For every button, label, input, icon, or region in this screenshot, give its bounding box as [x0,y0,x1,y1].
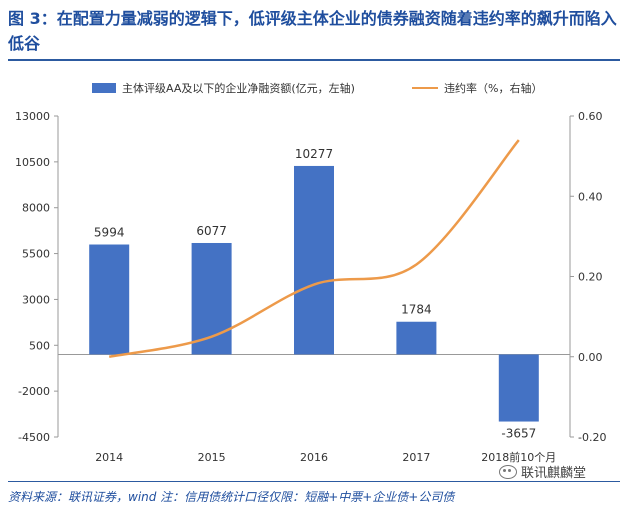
left-axis-tick-label: 13000 [15,110,50,123]
legend-bar-swatch [92,83,116,93]
left-axis-tick-label: -4500 [18,431,50,444]
chart-legend: 主体评级AA及以下的企业净融资额(亿元，左轴) 违约率（%，右轴） [0,80,633,96]
left-axis-tick-label: 500 [29,339,50,352]
bar-data-label: 1784 [401,303,432,317]
left-axis-tick-label: 3000 [22,293,50,306]
bar-data-label: -3657 [501,427,536,441]
left-axis-tick-label: 8000 [22,202,50,215]
category-tick-label: 2015 [198,451,226,464]
legend-label-bars: 主体评级AA及以下的企业净融资额(亿元，左轴) [122,82,355,95]
chart-title: 图 3：在配置力量减弱的逻辑下，低评级主体企业的债券融资随着违约率的飙升而陷入低… [8,9,617,53]
left-axis-tick-label: 5500 [22,248,50,261]
bar-data-label: 5994 [94,226,125,240]
bar [498,354,539,422]
left-axis-tick-label: 10500 [15,156,50,169]
category-tick-label: 2016 [300,451,328,464]
category-tick-label: 2017 [402,451,430,464]
watermark: 联讯麒麟堂 [499,462,586,481]
right-axis-tick-label: -0.20 [578,431,606,444]
right-axis-tick-label: 0.60 [578,110,603,123]
right-axis-tick-label: 0.40 [578,190,603,203]
legend-item-line: 违约率（%，右轴） [412,80,542,96]
combo-chart: -4500 -2000 500 3000 5500 8000 10500 13000 -0.20… [15,110,606,464]
bar [89,244,130,355]
title-divider [8,59,620,61]
legend-label-line: 违约率（%，右轴） [444,82,543,95]
category-tick-label: 2018前10个月 [481,450,556,464]
right-axis-tick-label: 0.20 [578,271,603,284]
left-axis-tick-label: -2000 [18,385,50,398]
bar-data-label: 6077 [196,224,227,238]
legend-line-swatch [412,87,438,89]
legend-item-bars: 主体评级AA及以下的企业净融资额(亿元，左轴) [92,80,355,96]
bar [294,165,334,355]
right-axis-tick-label: 0.00 [578,351,603,364]
default-rate-line [108,139,520,358]
bar-data-label: 10277 [295,147,333,161]
category-tick-label: 2014 [95,451,123,464]
source-note: 资料来源：联讯证券，wind 注：信用债统计口径仅限：短融+中票+企业债+公司债 [8,490,455,504]
footer-divider [8,481,620,482]
wechat-icon [499,464,517,479]
watermark-text: 联讯麒麟堂 [521,466,587,481]
bar [396,321,437,355]
